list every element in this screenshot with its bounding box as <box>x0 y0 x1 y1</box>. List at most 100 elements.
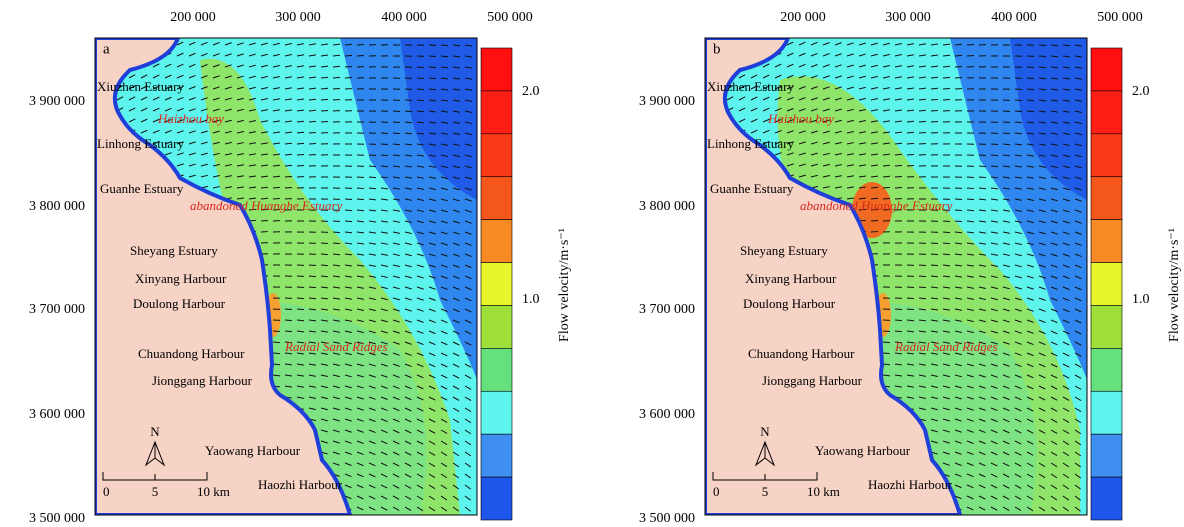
colorbar-step <box>480 262 513 306</box>
flow-arrow <box>392 385 400 390</box>
flow-arrow <box>894 42 902 46</box>
flow-arrow <box>870 153 878 156</box>
flow-arrow <box>212 186 220 189</box>
flow-arrow <box>284 109 292 112</box>
flow-arrow <box>404 385 412 390</box>
flow-arrow <box>1002 231 1010 234</box>
flow-arrow <box>404 198 412 201</box>
flow-arrow <box>356 385 364 389</box>
flow-arrow <box>882 175 891 178</box>
flow-arrow <box>140 96 148 101</box>
flow-arrow <box>320 308 328 311</box>
flow-arrow <box>966 286 974 289</box>
flow-arrow <box>416 506 424 512</box>
flow-arrow <box>966 220 975 223</box>
flow-arrow <box>404 264 412 268</box>
flow-arrow <box>440 451 448 457</box>
flow-arrow <box>954 43 963 46</box>
flow-arrow <box>1074 220 1082 224</box>
flow-arrow <box>452 341 460 346</box>
flow-arrow <box>380 154 389 157</box>
flow-arrow <box>1074 66 1082 69</box>
flow-arrow <box>738 74 746 79</box>
flow-arrow <box>200 152 208 156</box>
flow-arrow <box>954 308 962 311</box>
flow-arrow <box>1002 385 1010 390</box>
flow-arrow <box>452 253 460 257</box>
colorbar-step <box>1090 305 1123 349</box>
flow-arrow <box>978 440 986 445</box>
flow-arrow <box>1026 187 1034 190</box>
flow-arrow <box>392 154 401 157</box>
flow-arrow <box>380 297 388 301</box>
flow-arrow <box>810 152 818 156</box>
flow-arrow <box>1026 77 1035 80</box>
flow-arrow <box>1062 451 1070 457</box>
flow-arrow <box>344 484 352 489</box>
flow-arrow <box>1062 473 1070 479</box>
flow-arrow <box>260 42 268 46</box>
flow-arrow <box>296 109 305 112</box>
flow-arrow <box>1002 154 1011 157</box>
flow-arrow <box>1038 99 1047 102</box>
flow-arrow <box>822 141 830 145</box>
flow-arrow <box>284 54 292 57</box>
flow-arrow <box>1026 143 1034 146</box>
flow-arrow <box>1002 220 1010 223</box>
flow-arrow <box>236 175 244 178</box>
flow-arrow <box>284 164 293 167</box>
flow-arrow <box>440 121 448 124</box>
flow-arrow <box>356 275 364 278</box>
flow-arrow <box>272 175 281 178</box>
flow-arrow <box>464 275 472 280</box>
flow-arrow <box>1038 253 1046 257</box>
colorbar-step <box>1090 433 1123 478</box>
flow-arrow <box>464 506 471 512</box>
flow-arrow <box>954 65 963 68</box>
flow-arrow <box>1026 418 1034 423</box>
flow-arrow <box>368 363 376 367</box>
flow-arrow <box>870 175 879 178</box>
flow-arrow <box>1050 385 1058 390</box>
flow-arrow <box>870 197 879 200</box>
flow-arrow <box>954 484 962 489</box>
flow-arrow <box>1026 385 1034 390</box>
flow-arrow <box>320 43 328 46</box>
north-label: N <box>760 424 770 439</box>
flow-arrow <box>1074 121 1082 125</box>
flow-arrow <box>1074 165 1082 169</box>
flow-arrow <box>428 374 436 379</box>
flow-arrow <box>332 385 340 389</box>
flow-arrow <box>440 396 448 401</box>
flow-arrow <box>906 54 914 57</box>
flow-arrow <box>440 187 448 191</box>
flow-arrow <box>380 451 388 456</box>
flow-arrow <box>930 396 938 400</box>
flow-arrow <box>990 275 998 279</box>
flow-arrow <box>416 297 424 301</box>
flow-arrow <box>942 253 951 256</box>
flow-arrow <box>152 96 160 101</box>
flow-arrow <box>380 374 388 378</box>
flow-arrow <box>1014 264 1022 268</box>
flow-arrow <box>452 286 460 291</box>
map-frame <box>94 37 478 516</box>
flow-arrow <box>1026 308 1034 312</box>
flow-arrow <box>344 330 352 333</box>
flow-arrow <box>404 220 412 223</box>
flow-arrow <box>966 385 974 389</box>
flow-arrow <box>930 429 938 433</box>
flow-arrow <box>464 220 472 224</box>
flow-arrow <box>428 55 437 58</box>
flow-arrow <box>1062 385 1070 390</box>
colorbar-step <box>480 219 513 263</box>
flow-arrow <box>320 440 328 444</box>
flow-arrow <box>224 97 232 101</box>
flow-arrow <box>894 109 902 112</box>
flow-arrow <box>1038 352 1046 357</box>
flow-arrow <box>200 86 208 90</box>
flow-arrow <box>1074 451 1082 457</box>
flow-arrow <box>248 108 256 112</box>
flow-arrow <box>978 275 986 278</box>
flow-arrow <box>918 396 926 399</box>
